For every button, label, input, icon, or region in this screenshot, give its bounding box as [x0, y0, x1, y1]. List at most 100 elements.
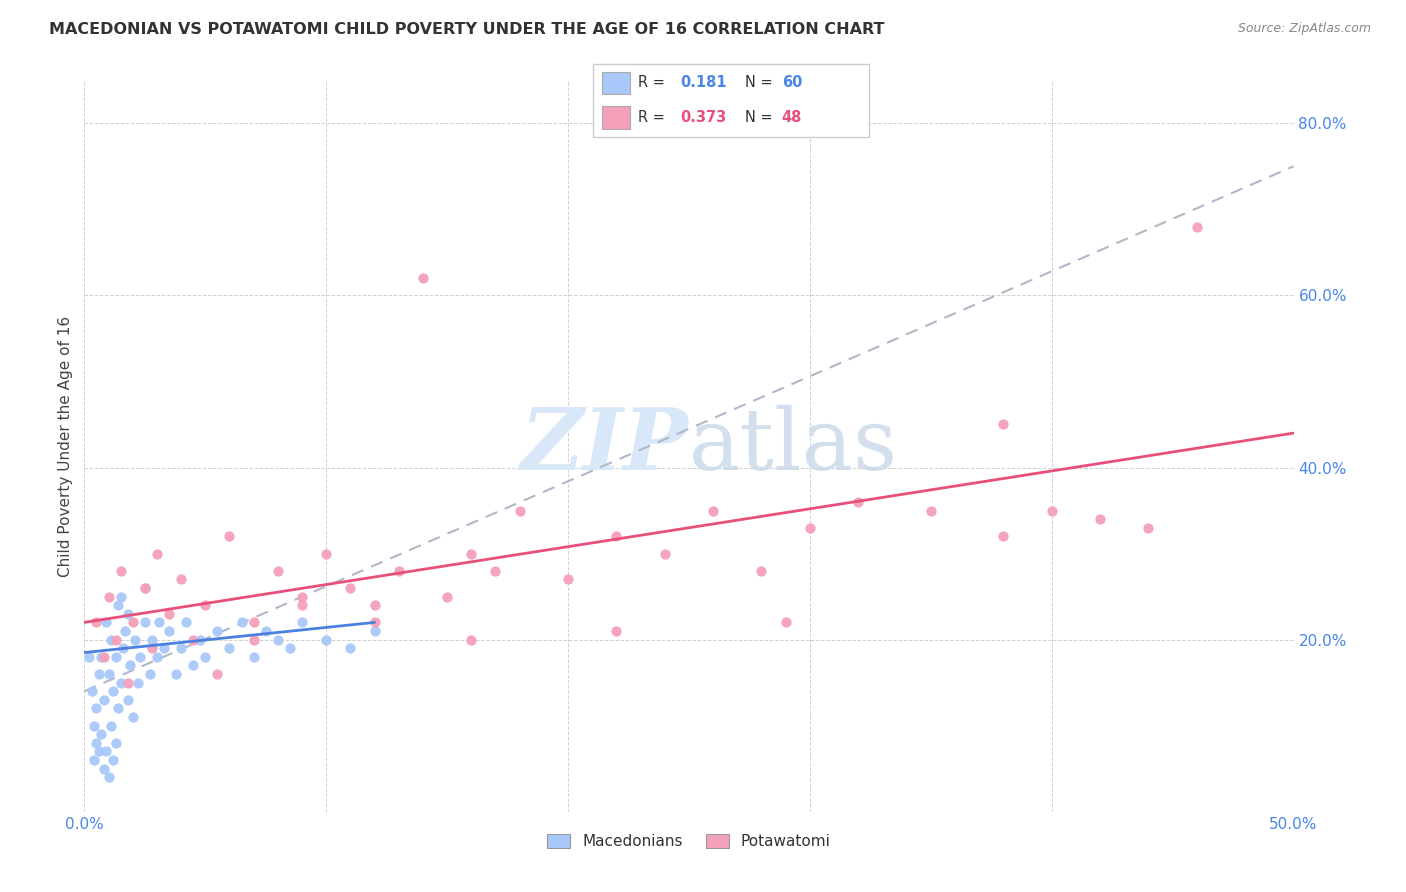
Point [170, 641, 193, 656]
Point [254, 624, 277, 638]
Text: 0.373: 0.373 [681, 111, 727, 125]
Point [83, 753, 105, 767]
Point [194, 649, 217, 664]
Point [339, 641, 361, 656]
Point [174, 615, 197, 630]
Point [97, 667, 120, 681]
Point [110, 564, 132, 578]
Point [218, 641, 240, 656]
Point [993, 417, 1015, 432]
Point [315, 632, 337, 647]
Point [124, 632, 146, 647]
Point [412, 271, 434, 285]
Point [146, 649, 169, 664]
Point [170, 573, 193, 587]
Point [86, 615, 108, 630]
Text: ZIP: ZIP [522, 404, 689, 488]
Point [90, 727, 112, 741]
Point [231, 615, 253, 630]
Text: atlas: atlas [689, 404, 898, 488]
Point [86, 736, 108, 750]
Point [93, 649, 115, 664]
Point [94, 744, 117, 758]
Point [127, 675, 149, 690]
Point [157, 607, 180, 621]
Point [363, 615, 385, 630]
Point [775, 615, 797, 630]
Point [110, 590, 132, 604]
Text: N =: N = [745, 111, 778, 125]
Point [190, 632, 212, 647]
Point [291, 615, 314, 630]
Point [315, 547, 337, 561]
Point [86, 701, 108, 715]
Point [920, 503, 942, 517]
FancyBboxPatch shape [593, 64, 869, 136]
Y-axis label: Child Poverty Under the Age of 16: Child Poverty Under the Age of 16 [58, 316, 73, 576]
Point [141, 641, 163, 656]
Point [339, 581, 361, 595]
Point [388, 564, 411, 578]
Point [97, 590, 120, 604]
Point [460, 547, 482, 561]
Point [117, 693, 139, 707]
Point [460, 632, 482, 647]
Point [117, 607, 139, 621]
Point [112, 641, 135, 656]
Point [242, 632, 264, 647]
Point [242, 615, 264, 630]
Point [94, 615, 117, 630]
Point [751, 564, 773, 578]
Point [291, 590, 314, 604]
Point [846, 495, 869, 509]
Point [120, 658, 142, 673]
Point [1088, 512, 1111, 526]
Point [1185, 219, 1208, 234]
Point [134, 581, 156, 595]
Point [605, 624, 627, 638]
Point [93, 762, 115, 776]
Point [148, 615, 170, 630]
Point [181, 658, 204, 673]
Point [110, 675, 132, 690]
Bar [602, 106, 630, 129]
Text: R =: R = [638, 111, 669, 125]
Point [557, 573, 579, 587]
Point [181, 632, 204, 647]
Point [103, 684, 125, 698]
Point [93, 693, 115, 707]
Text: 60: 60 [782, 76, 801, 90]
Point [194, 598, 217, 612]
Point [80, 684, 103, 698]
Point [702, 503, 724, 517]
Point [141, 632, 163, 647]
Point [267, 632, 290, 647]
Point [104, 649, 127, 664]
Point [993, 529, 1015, 543]
Point [100, 719, 122, 733]
Point [278, 641, 301, 656]
Point [97, 770, 120, 784]
Point [138, 667, 160, 681]
Point [134, 581, 156, 595]
Point [218, 529, 240, 543]
Point [605, 529, 627, 543]
Text: Source: ZipAtlas.com: Source: ZipAtlas.com [1237, 22, 1371, 36]
Point [129, 649, 152, 664]
Point [104, 632, 127, 647]
Point [363, 624, 385, 638]
Point [436, 590, 458, 604]
Point [799, 521, 821, 535]
Point [509, 503, 531, 517]
Text: R =: R = [638, 76, 669, 90]
Point [90, 649, 112, 664]
Point [165, 667, 187, 681]
Text: 48: 48 [782, 111, 801, 125]
Point [207, 667, 229, 681]
Point [87, 744, 110, 758]
Point [654, 547, 676, 561]
Point [83, 719, 105, 733]
Point [484, 564, 506, 578]
Point [117, 675, 139, 690]
Point [107, 701, 129, 715]
